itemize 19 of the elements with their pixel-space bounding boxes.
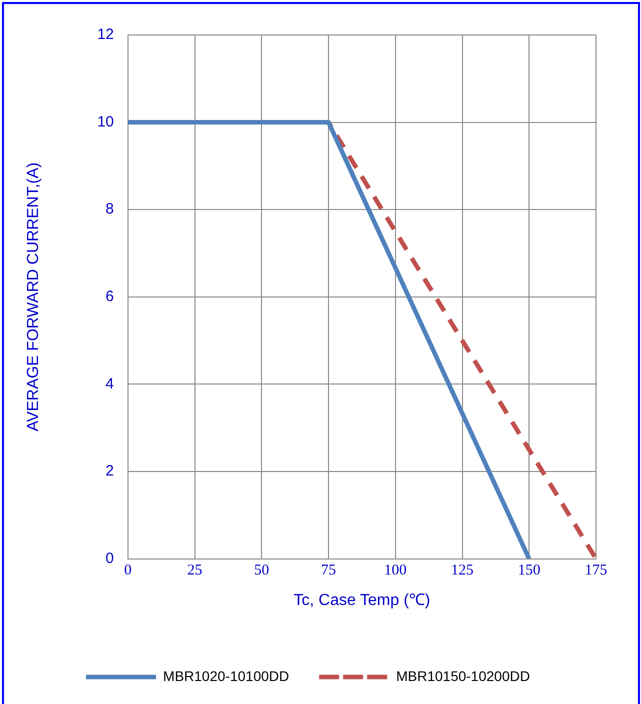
y-tick-label: 2	[106, 462, 114, 480]
legend-label: MBR1020-10100DD	[163, 668, 290, 684]
x-tick-label: 50	[254, 562, 270, 579]
x-tick-label: 75	[321, 562, 336, 579]
y-tick-label: 0	[106, 550, 114, 567]
x-axis-title: Tc, Case Temp (℃)	[294, 592, 430, 609]
x-tick-label: 0	[124, 562, 132, 579]
x-tick-label: 150	[518, 562, 540, 579]
y-axis-title: AVERAGE FORWARD CURRENT,(A)	[25, 162, 42, 432]
x-tick-label: 175	[584, 562, 608, 579]
y-tick-label: 4	[106, 375, 114, 392]
y-tick-label: 10	[97, 113, 114, 130]
legend-label: MBR10150-10200DD	[396, 668, 530, 684]
x-tick-label: 25	[187, 562, 202, 579]
x-tick-label: 125	[451, 562, 474, 579]
y-tick-label: 6	[106, 288, 114, 306]
y-tick-label: 12	[97, 26, 114, 44]
y-tick-label: 8	[106, 200, 114, 218]
x-tick-label: 100	[384, 562, 407, 579]
